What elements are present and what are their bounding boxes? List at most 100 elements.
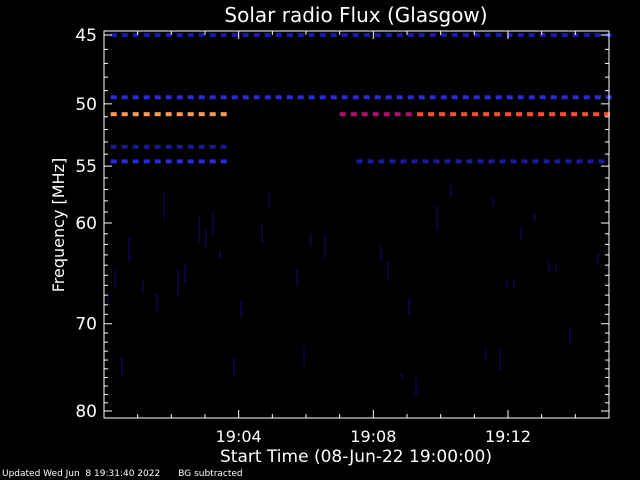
feature-dash (110, 33, 117, 37)
noise-streak (310, 233, 312, 247)
feature-dash (132, 159, 139, 164)
feature-dash (587, 159, 594, 164)
noise-streak (303, 348, 305, 366)
feature-dash (209, 33, 216, 37)
feature-dash (538, 112, 545, 117)
feature-dash (439, 112, 446, 117)
noise-streak (121, 356, 123, 377)
feature-dash (565, 159, 572, 164)
noise-streak (520, 227, 522, 241)
feature-dash (561, 95, 568, 100)
feature-dash (517, 95, 524, 100)
feature-dash (352, 33, 359, 37)
feature-dash (549, 112, 556, 117)
feature-dash (440, 33, 447, 37)
feature-dash (110, 159, 117, 164)
feature-dash (165, 33, 172, 37)
feature-dash (264, 95, 271, 100)
feature-dash (576, 159, 583, 164)
feature-dash (363, 95, 370, 100)
feature-dash (253, 33, 260, 37)
feature-dash (121, 144, 128, 149)
feature-dash (539, 95, 546, 100)
feature-dash (286, 33, 293, 37)
feature-dash (176, 95, 183, 100)
feature-dash (209, 112, 216, 117)
noise-streak (506, 279, 508, 289)
noise-streak (128, 237, 130, 262)
noise-streak (156, 293, 158, 311)
feature-dash (341, 33, 348, 37)
feature-dash (154, 33, 161, 37)
feature-dash (407, 33, 414, 37)
feature-dash (187, 95, 194, 100)
feature-dash (374, 95, 381, 100)
footer: Updated Wed Jun 8 19:31:40 2022 BG subtra… (2, 469, 261, 479)
feature-dash (418, 95, 425, 100)
feature-dash (598, 159, 605, 164)
feature-dash (451, 95, 458, 100)
feature-dash (198, 159, 205, 164)
noise-streak (415, 379, 417, 397)
feature-dash (527, 112, 534, 117)
feature-dash (550, 95, 557, 100)
feature-dash (428, 112, 435, 117)
x-tick-label: 19:04 (216, 427, 262, 446)
feature-dash (308, 95, 315, 100)
feature-dash (385, 95, 392, 100)
feature-dash (374, 33, 381, 37)
feature-dash (483, 112, 490, 117)
y-axis: 45 50 55 60 70 80 (75, 26, 609, 422)
feature-dash (505, 112, 512, 117)
feature-dash (297, 95, 304, 100)
feature-dash (339, 112, 346, 117)
x-axis-label: Start Time (08-Jun-22 19:00:00) (220, 447, 492, 467)
feature-dash (405, 112, 412, 117)
feature-dash (440, 95, 447, 100)
feature-dash (510, 159, 517, 164)
noise-streak (212, 211, 214, 236)
feature-dash (143, 144, 150, 149)
feature-dash (143, 159, 150, 164)
feature-dash (400, 159, 407, 164)
noise-streak (436, 206, 438, 230)
feature-dash (220, 95, 227, 100)
feature-dash (572, 95, 579, 100)
plot-frame (103, 30, 610, 419)
feature-dash (473, 95, 480, 100)
feature-dash (363, 33, 370, 37)
feature-dash (367, 159, 374, 164)
feature-dash (132, 33, 139, 37)
feature-dash (341, 95, 348, 100)
noise-streak (380, 245, 382, 261)
feature-dash (506, 33, 513, 37)
feature-dash (411, 159, 418, 164)
noise-streak (387, 259, 389, 282)
feature-dash (473, 33, 480, 37)
feature-dash (110, 95, 117, 100)
y-tick-label: 50 (75, 95, 97, 115)
background-noise (107, 185, 599, 397)
x-axis: 19:04 19:08 19:12 (137, 31, 576, 446)
feature-dash (433, 159, 440, 164)
feature-dash (517, 33, 524, 37)
feature-dash (516, 112, 523, 117)
y-tick-label: 80 (75, 402, 97, 422)
feature-dash (154, 95, 161, 100)
feature-dash (165, 159, 172, 164)
feature-dash (417, 112, 424, 117)
feature-dash (462, 95, 469, 100)
feature-dash (383, 112, 390, 117)
noise-streak (534, 213, 536, 222)
feature-dash (154, 159, 161, 164)
noise-streak (142, 280, 144, 294)
feature-dash (132, 144, 139, 149)
noise-streak (198, 215, 200, 243)
feature-dash (429, 33, 436, 37)
y-axis-label: Frequency [MHz] (49, 158, 68, 292)
feature-dash (187, 33, 194, 37)
feature-dash (422, 159, 429, 164)
noise-streak (513, 278, 515, 288)
feature-dash (418, 33, 425, 37)
feature-dash (209, 159, 216, 164)
